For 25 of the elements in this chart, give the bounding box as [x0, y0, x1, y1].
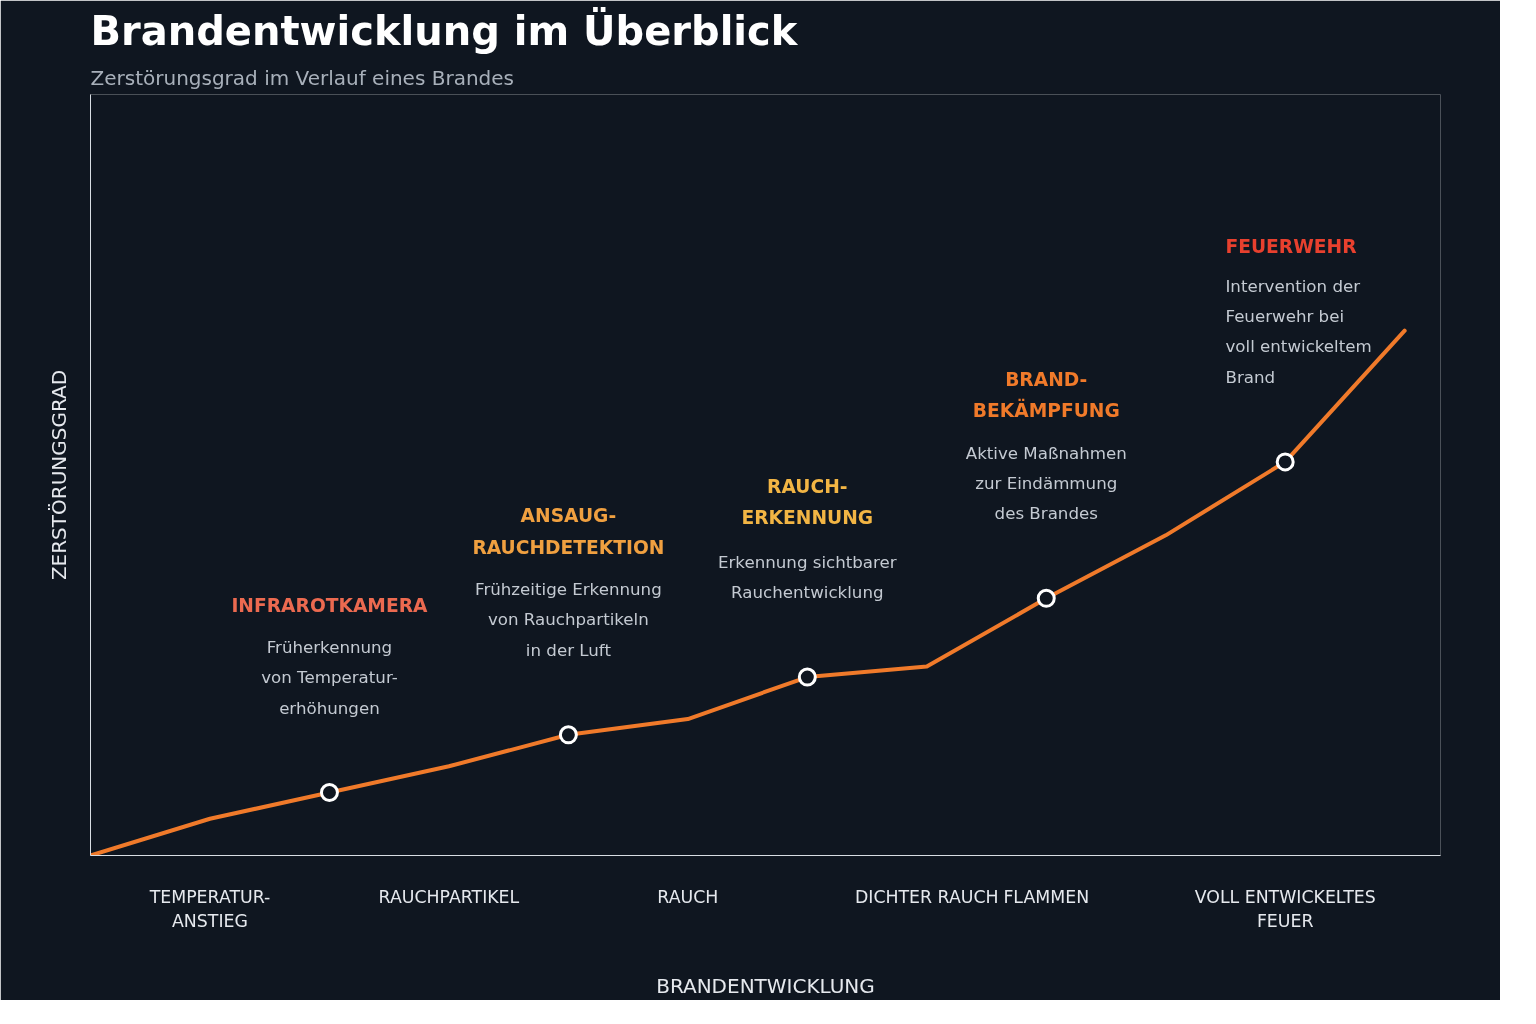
annotation: Frühzeitige Erkennung von Rauchpartikeln in der Luft [475, 579, 662, 660]
annotation: RAUCH- ERKENNUNG [741, 475, 874, 529]
point [1275, 452, 1295, 472]
x-tick-label: VOLL ENTWICKELTES FEUER [1194, 886, 1376, 931]
x-tick-label: RAUCH [657, 886, 719, 907]
y-axis-title: ZERSTÖRUNGSGRAD [46, 369, 71, 581]
point [558, 725, 578, 745]
text: FEUERWEHR [1225, 235, 1357, 257]
x-axis-title: BRANDENTWICKLUNG [656, 973, 875, 998]
annotation: Früherkennung von Temperatur- erhöhungen [261, 637, 398, 718]
x-tick-label: TEMPERATUR- ANSTIEG [148, 886, 271, 931]
point [1036, 588, 1056, 608]
chart-subtitle: Zerstörungsgrad im Verlauf eines Brandes [90, 65, 514, 90]
annotation: Aktive Maßnahmen zur Eindämmung des Brandes [965, 443, 1127, 524]
point [319, 783, 339, 802]
x-tick-label: RAUCHPARTIKEL [378, 886, 520, 907]
x-tick-label: FLAMMEN [1003, 886, 1090, 907]
x-tick-label: DICHTER RAUCH [854, 886, 999, 907]
annotation: INFRAROTKAMERA [231, 594, 429, 616]
annotation: ANSAUG- RAUCHDETEKTION [472, 505, 665, 558]
chart-title: Brandentwicklung im Überblick [90, 6, 799, 54]
annotation: Erkennung sichtbarer Rauchentwicklung [717, 552, 897, 603]
point [797, 667, 817, 687]
annotation: Intervention der Feuerwehr bei voll entwickeltem Brand [1225, 276, 1372, 387]
annotation: BRAND- BEKÄMPFUNG [972, 368, 1120, 422]
